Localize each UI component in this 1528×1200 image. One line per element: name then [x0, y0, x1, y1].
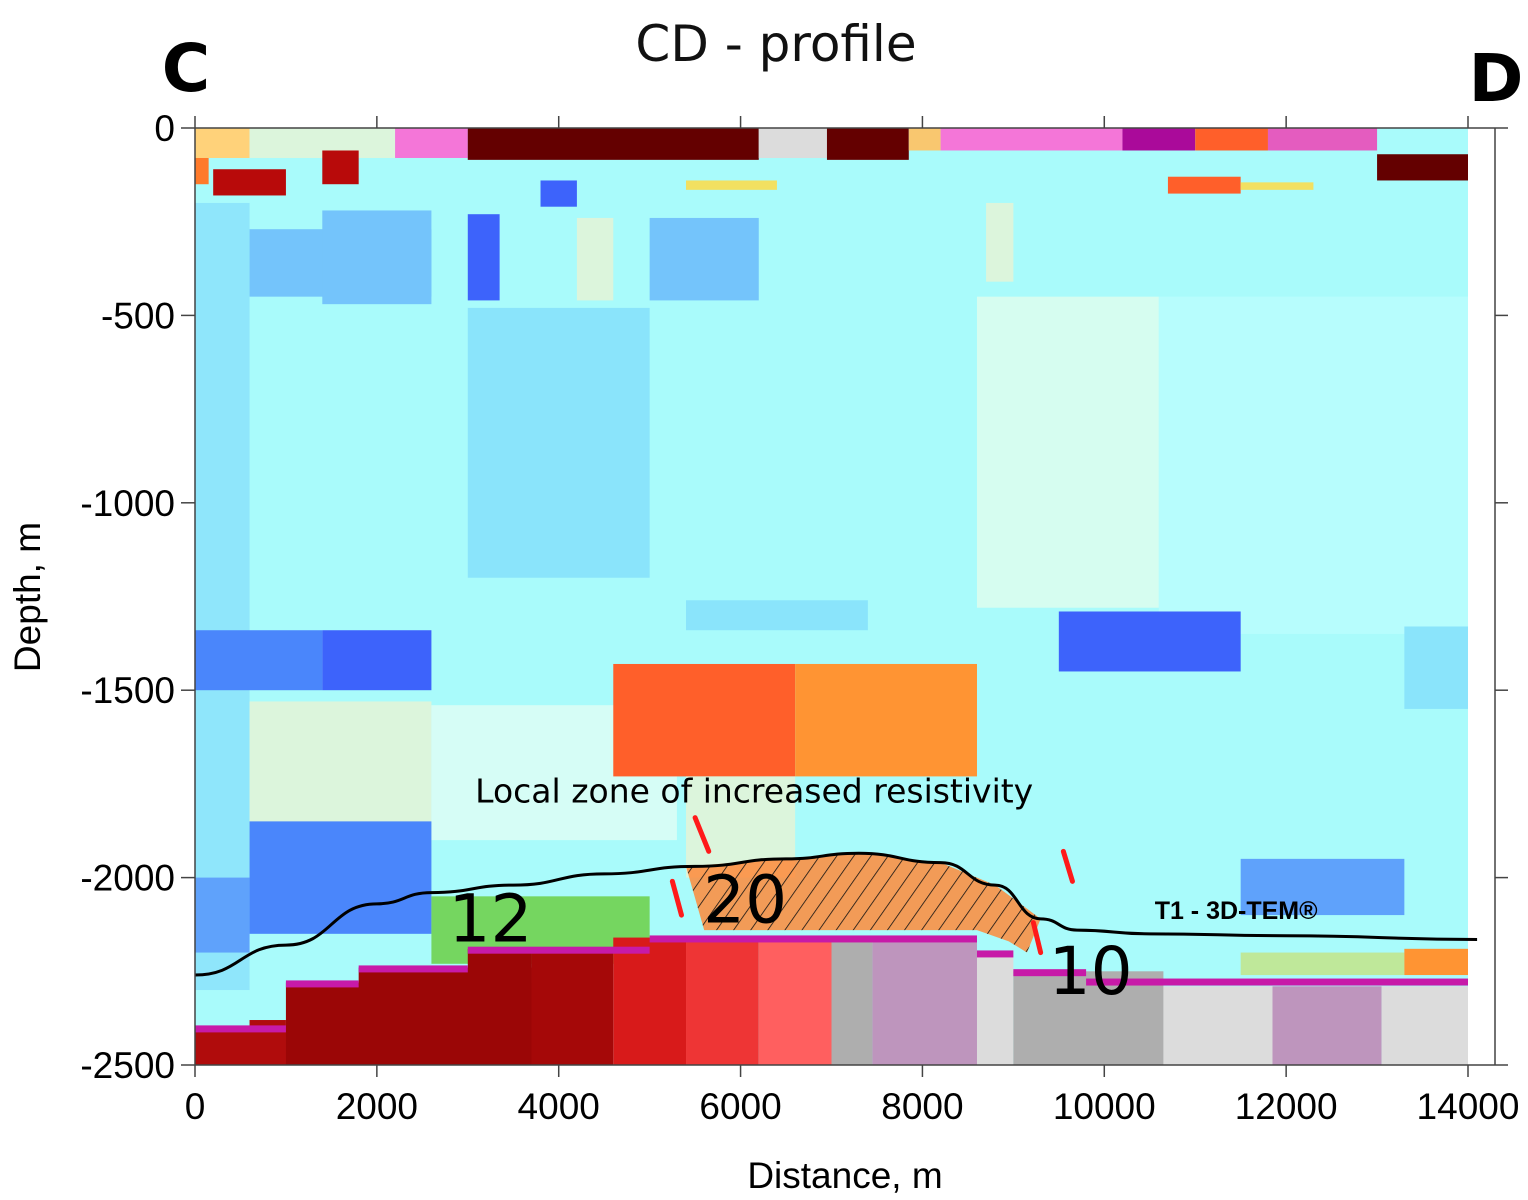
- x-tick-label: 2000: [336, 1086, 418, 1127]
- horizon-band: [285, 980, 359, 988]
- corner-label-left: C: [162, 30, 210, 107]
- x-tick-label: 12000: [1235, 1086, 1338, 1127]
- y-tick-label: -2500: [80, 1045, 175, 1086]
- hatched-zone-pattern: [686, 853, 1041, 953]
- layer-number-label: 20: [703, 862, 787, 939]
- resistivity-block: [395, 128, 468, 158]
- resistivity-block: [576, 217, 614, 301]
- resistivity-block: [1240, 182, 1314, 190]
- fault-mark: [1030, 920, 1044, 956]
- resistivity-block: [758, 937, 832, 1065]
- resistivity-block: [1404, 948, 1468, 976]
- horizon-band: [467, 946, 650, 954]
- fault-mark: [669, 878, 684, 918]
- resistivity-block: [213, 169, 286, 196]
- resistivity-block: [908, 128, 941, 151]
- resistivity-block: [1267, 128, 1378, 151]
- resistivity-block: [322, 210, 432, 305]
- fault-mark: [1060, 848, 1075, 884]
- resistivity-blocks: [195, 128, 1468, 1065]
- resistivity-block: [872, 937, 977, 1065]
- layer-number-label: 12: [449, 880, 533, 957]
- layer-number-label: 10: [1049, 933, 1133, 1010]
- resistivity-block: [1086, 986, 1164, 1065]
- y-tick-label: -2000: [80, 858, 175, 899]
- resistivity-block: [467, 307, 650, 578]
- resistivity-block: [613, 937, 687, 1065]
- resistivity-block: [976, 952, 1014, 1065]
- resistivity-block: [686, 600, 868, 631]
- corner-label-right: D: [1469, 40, 1524, 117]
- y-tick-label: -1500: [80, 670, 175, 711]
- x-ticks: 0 2000 4000 6000 8000 10000 12000 14000: [185, 116, 1520, 1127]
- resistivity-block: [540, 180, 577, 207]
- y-axis-label: Depth, m: [7, 522, 48, 672]
- resistivity-block: [195, 630, 323, 691]
- resistivity-block: [322, 150, 359, 185]
- horizon-band: [1013, 969, 1087, 977]
- x-tick-label: 6000: [699, 1086, 781, 1127]
- resistivity-block: [1404, 626, 1468, 709]
- annotations: Local zone of increased resistivity 12 20 1…: [449, 772, 1319, 1010]
- fault-mark: [692, 815, 712, 854]
- resistivity-block: [531, 948, 614, 1065]
- resistivity-block: [195, 128, 250, 158]
- resistivity-block: [613, 663, 796, 777]
- axes: [194, 127, 1496, 1066]
- resistivity-block: [686, 937, 759, 1065]
- resistivity-block: [826, 128, 909, 160]
- fault-marks-layer: [669, 815, 1075, 956]
- resistivity-block: [649, 217, 759, 301]
- resistivity-block: [195, 157, 209, 185]
- resistivity-block: [467, 128, 759, 160]
- y-ticks: 0 -500 -1000 -1500 -2000 -2500: [80, 108, 1508, 1086]
- resistivity-block: [195, 202, 250, 991]
- x-tick-label: 0: [185, 1086, 206, 1127]
- horizon-band: [649, 935, 832, 943]
- resistivity-block: [1158, 296, 1468, 634]
- x-tick-label: 4000: [518, 1086, 600, 1127]
- horizon-band: [1086, 978, 1468, 986]
- resistivity-block: [940, 128, 1123, 151]
- resistivity-block: [467, 214, 500, 301]
- boundary-line-t1: [194, 851, 1478, 977]
- resistivity-block: [1167, 176, 1241, 194]
- resistivity-block: [1163, 986, 1273, 1065]
- resistivity-block: [1240, 952, 1405, 976]
- chart-title: CD - profile: [635, 15, 916, 73]
- resistivity-block: [686, 180, 777, 190]
- zone-annotation: Local zone of increased resistivity: [475, 772, 1033, 811]
- resistivity-block: [195, 877, 250, 953]
- resistivity-block: [1195, 128, 1268, 151]
- horizon-band: [358, 965, 468, 973]
- resistivity-block: [1272, 986, 1382, 1065]
- resistivity-block: [322, 630, 432, 691]
- boundary-line-label: T1 - 3D-TEM®: [1155, 897, 1318, 925]
- resistivity-block: [831, 937, 873, 1065]
- x-tick-label: 10000: [1053, 1086, 1156, 1127]
- horizon-band: [976, 950, 1014, 958]
- resistivity-block: [1240, 858, 1405, 916]
- resistivity-block: [986, 202, 1014, 282]
- resistivity-block: [795, 663, 977, 777]
- horizon-band: [195, 1025, 286, 1033]
- hatched-zone-layer: [686, 853, 1041, 953]
- y-tick-label: -1000: [80, 483, 175, 524]
- resistivity-block: [1122, 128, 1196, 151]
- y-tick-label: 0: [154, 108, 175, 149]
- x-axis-label: Distance, m: [747, 1155, 942, 1196]
- x-tick-label: 8000: [881, 1086, 963, 1127]
- boundary-line-layer: [194, 851, 1478, 977]
- resistivity-block: [976, 296, 1159, 608]
- y-tick-label: -500: [101, 295, 175, 336]
- resistivity-block: [1377, 154, 1468, 181]
- horizon-band: [831, 935, 977, 943]
- x-tick-label: 14000: [1417, 1086, 1520, 1127]
- resistivity-block: [467, 948, 532, 1065]
- resistivity-block: [758, 128, 827, 158]
- resistivity-block: [1058, 611, 1241, 672]
- resistivity-block: [1381, 986, 1468, 1065]
